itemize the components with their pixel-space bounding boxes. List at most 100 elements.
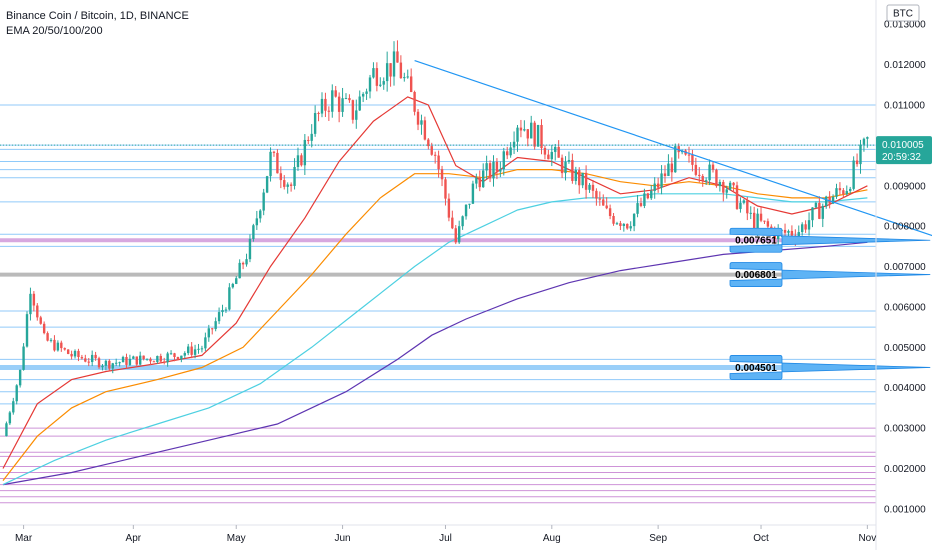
- candle-down: [125, 356, 128, 365]
- currency-badge-box: [886, 4, 920, 22]
- candle-down: [454, 228, 457, 243]
- candle-up: [787, 230, 790, 233]
- candle-down: [317, 113, 320, 115]
- candle-down: [39, 317, 42, 324]
- candle-down: [828, 196, 831, 204]
- candle-up: [255, 218, 259, 226]
- candle-up: [221, 310, 224, 313]
- candle-up: [29, 293, 32, 315]
- candle-up: [516, 127, 519, 142]
- candle-down: [855, 160, 859, 165]
- candle-down: [163, 361, 166, 363]
- candle-down: [135, 356, 138, 365]
- candle-up: [464, 204, 468, 217]
- candle-up: [235, 278, 238, 284]
- candle-up: [197, 348, 200, 350]
- candle-down: [533, 122, 536, 147]
- candle-down: [409, 76, 413, 92]
- candle-down: [557, 146, 560, 158]
- candle-up: [866, 137, 869, 139]
- y-tick-label: 0.001000: [884, 504, 926, 515]
- y-tick-label: 0.009000: [884, 181, 926, 192]
- candle-down: [433, 154, 437, 156]
- candle-up: [674, 146, 677, 173]
- x-tick-label: Oct: [753, 533, 769, 544]
- candle-up: [708, 164, 711, 181]
- candle-down: [526, 129, 529, 139]
- candle-down: [732, 182, 735, 186]
- candle-up: [403, 77, 406, 79]
- candle-up: [862, 138, 866, 145]
- candle-down: [97, 358, 101, 368]
- candle-down: [626, 223, 629, 229]
- candle-down: [506, 151, 509, 156]
- candle-down: [444, 179, 447, 199]
- candle-up: [821, 206, 824, 219]
- candle-down: [608, 208, 612, 217]
- candle-down: [818, 202, 821, 219]
- series-layer: [2, 40, 869, 486]
- candle-down: [427, 139, 430, 147]
- candle-up: [379, 84, 382, 86]
- indicator-label: EMA 20/50/100/200: [6, 25, 103, 37]
- candle-up: [262, 192, 265, 211]
- candle-down: [32, 293, 36, 306]
- candle-up: [382, 81, 385, 85]
- candle-up: [849, 188, 852, 192]
- candle-up: [622, 223, 626, 227]
- candle-down: [451, 217, 454, 229]
- candle-up: [8, 412, 12, 424]
- candle-up: [632, 213, 636, 227]
- candle-up: [118, 362, 121, 364]
- candle-down: [598, 198, 602, 200]
- candle-down: [578, 170, 581, 186]
- candle-down: [804, 224, 807, 230]
- candle-down: [241, 262, 245, 265]
- candle-down: [602, 199, 605, 206]
- candle-up: [554, 146, 557, 152]
- candle-up: [523, 129, 526, 131]
- candle-down: [584, 172, 588, 190]
- candle-up: [667, 163, 670, 176]
- candle-down: [283, 180, 286, 187]
- candle-up: [18, 369, 22, 386]
- candle-up: [406, 76, 409, 78]
- candle-down: [478, 177, 481, 188]
- candle-up: [269, 151, 272, 177]
- x-tick-label: Aug: [543, 533, 561, 544]
- candle-up: [859, 144, 862, 165]
- candle-up: [475, 177, 478, 184]
- candle-down: [77, 350, 80, 358]
- candle-up: [156, 355, 159, 362]
- candle-up: [615, 223, 619, 225]
- candle-down: [289, 184, 293, 186]
- candle-down: [327, 110, 331, 112]
- candle-up: [5, 423, 8, 437]
- candle-down: [447, 198, 451, 218]
- candle-up: [852, 160, 855, 189]
- candle-down: [591, 184, 595, 191]
- candle-down: [94, 354, 97, 359]
- candle-down: [677, 146, 680, 153]
- candle-up: [128, 358, 132, 365]
- candle-down: [176, 357, 180, 360]
- candle-down: [279, 173, 283, 181]
- candle-up: [207, 328, 210, 338]
- y-tick-label: 0.004000: [884, 383, 926, 394]
- trendline-layer: [414, 60, 932, 237]
- candle-down: [389, 63, 392, 77]
- annotations-layer: 0.007651 0.006801 0.004501: [729, 227, 931, 380]
- candle-down: [63, 348, 66, 350]
- candle-up: [725, 189, 728, 193]
- candle-up: [286, 184, 289, 187]
- candle-up: [457, 226, 461, 243]
- candle-up: [797, 232, 800, 239]
- candle-up: [564, 161, 567, 174]
- candle-down: [159, 355, 162, 362]
- candle-down: [423, 120, 427, 140]
- candle-up: [101, 365, 104, 368]
- candle-up: [56, 342, 60, 351]
- candle-down: [66, 349, 70, 354]
- candle-up: [512, 141, 516, 148]
